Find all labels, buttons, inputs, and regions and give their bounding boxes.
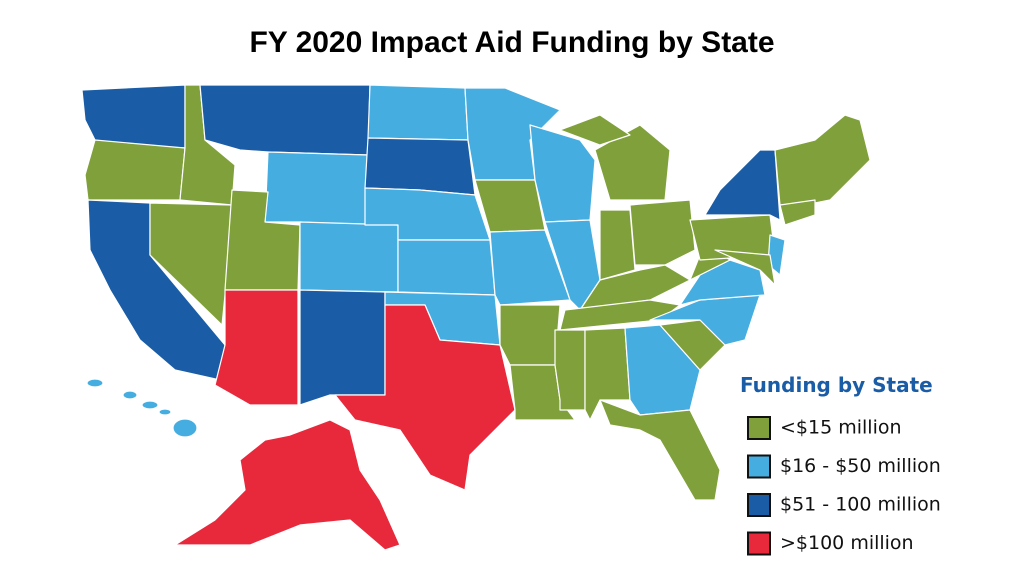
state [158, 408, 172, 416]
legend-label: <$15 million [780, 417, 902, 439]
legend-label: >$100 million [780, 532, 914, 554]
state [774, 114, 871, 206]
state [474, 179, 546, 233]
state [489, 229, 571, 306]
legend-swatch [747, 454, 771, 479]
us-map [81, 84, 871, 551]
legend-swatch [747, 531, 771, 556]
state [214, 289, 299, 406]
state [84, 139, 186, 201]
state [714, 249, 776, 286]
state [149, 202, 233, 326]
legend: <$15 million $16 - $50 million $51 - 100 m… [747, 416, 941, 556]
state [704, 149, 781, 221]
state [172, 418, 198, 438]
state [779, 199, 816, 226]
title: FY 2020 Impact Aid Funding by State [249, 26, 774, 59]
state [367, 84, 469, 141]
state [122, 390, 138, 400]
legend-swatch [747, 416, 771, 440]
state [299, 289, 386, 406]
state [594, 124, 671, 201]
state [499, 304, 561, 366]
legend-swatch [747, 493, 771, 517]
state [199, 84, 371, 156]
state [464, 87, 561, 181]
legend-title: Funding by State [740, 373, 933, 397]
state [559, 114, 631, 146]
legend-label: $51 - 100 million [780, 494, 941, 516]
state [364, 137, 476, 196]
state [299, 221, 399, 293]
state [629, 199, 696, 266]
state [599, 209, 636, 281]
state [86, 378, 104, 388]
state [81, 84, 186, 149]
state [599, 399, 721, 501]
state [397, 239, 496, 296]
state [174, 419, 401, 551]
legend-label: $16 - $50 million [780, 455, 941, 477]
state [141, 400, 159, 410]
state [264, 151, 369, 226]
state [334, 304, 516, 491]
state [554, 329, 586, 411]
